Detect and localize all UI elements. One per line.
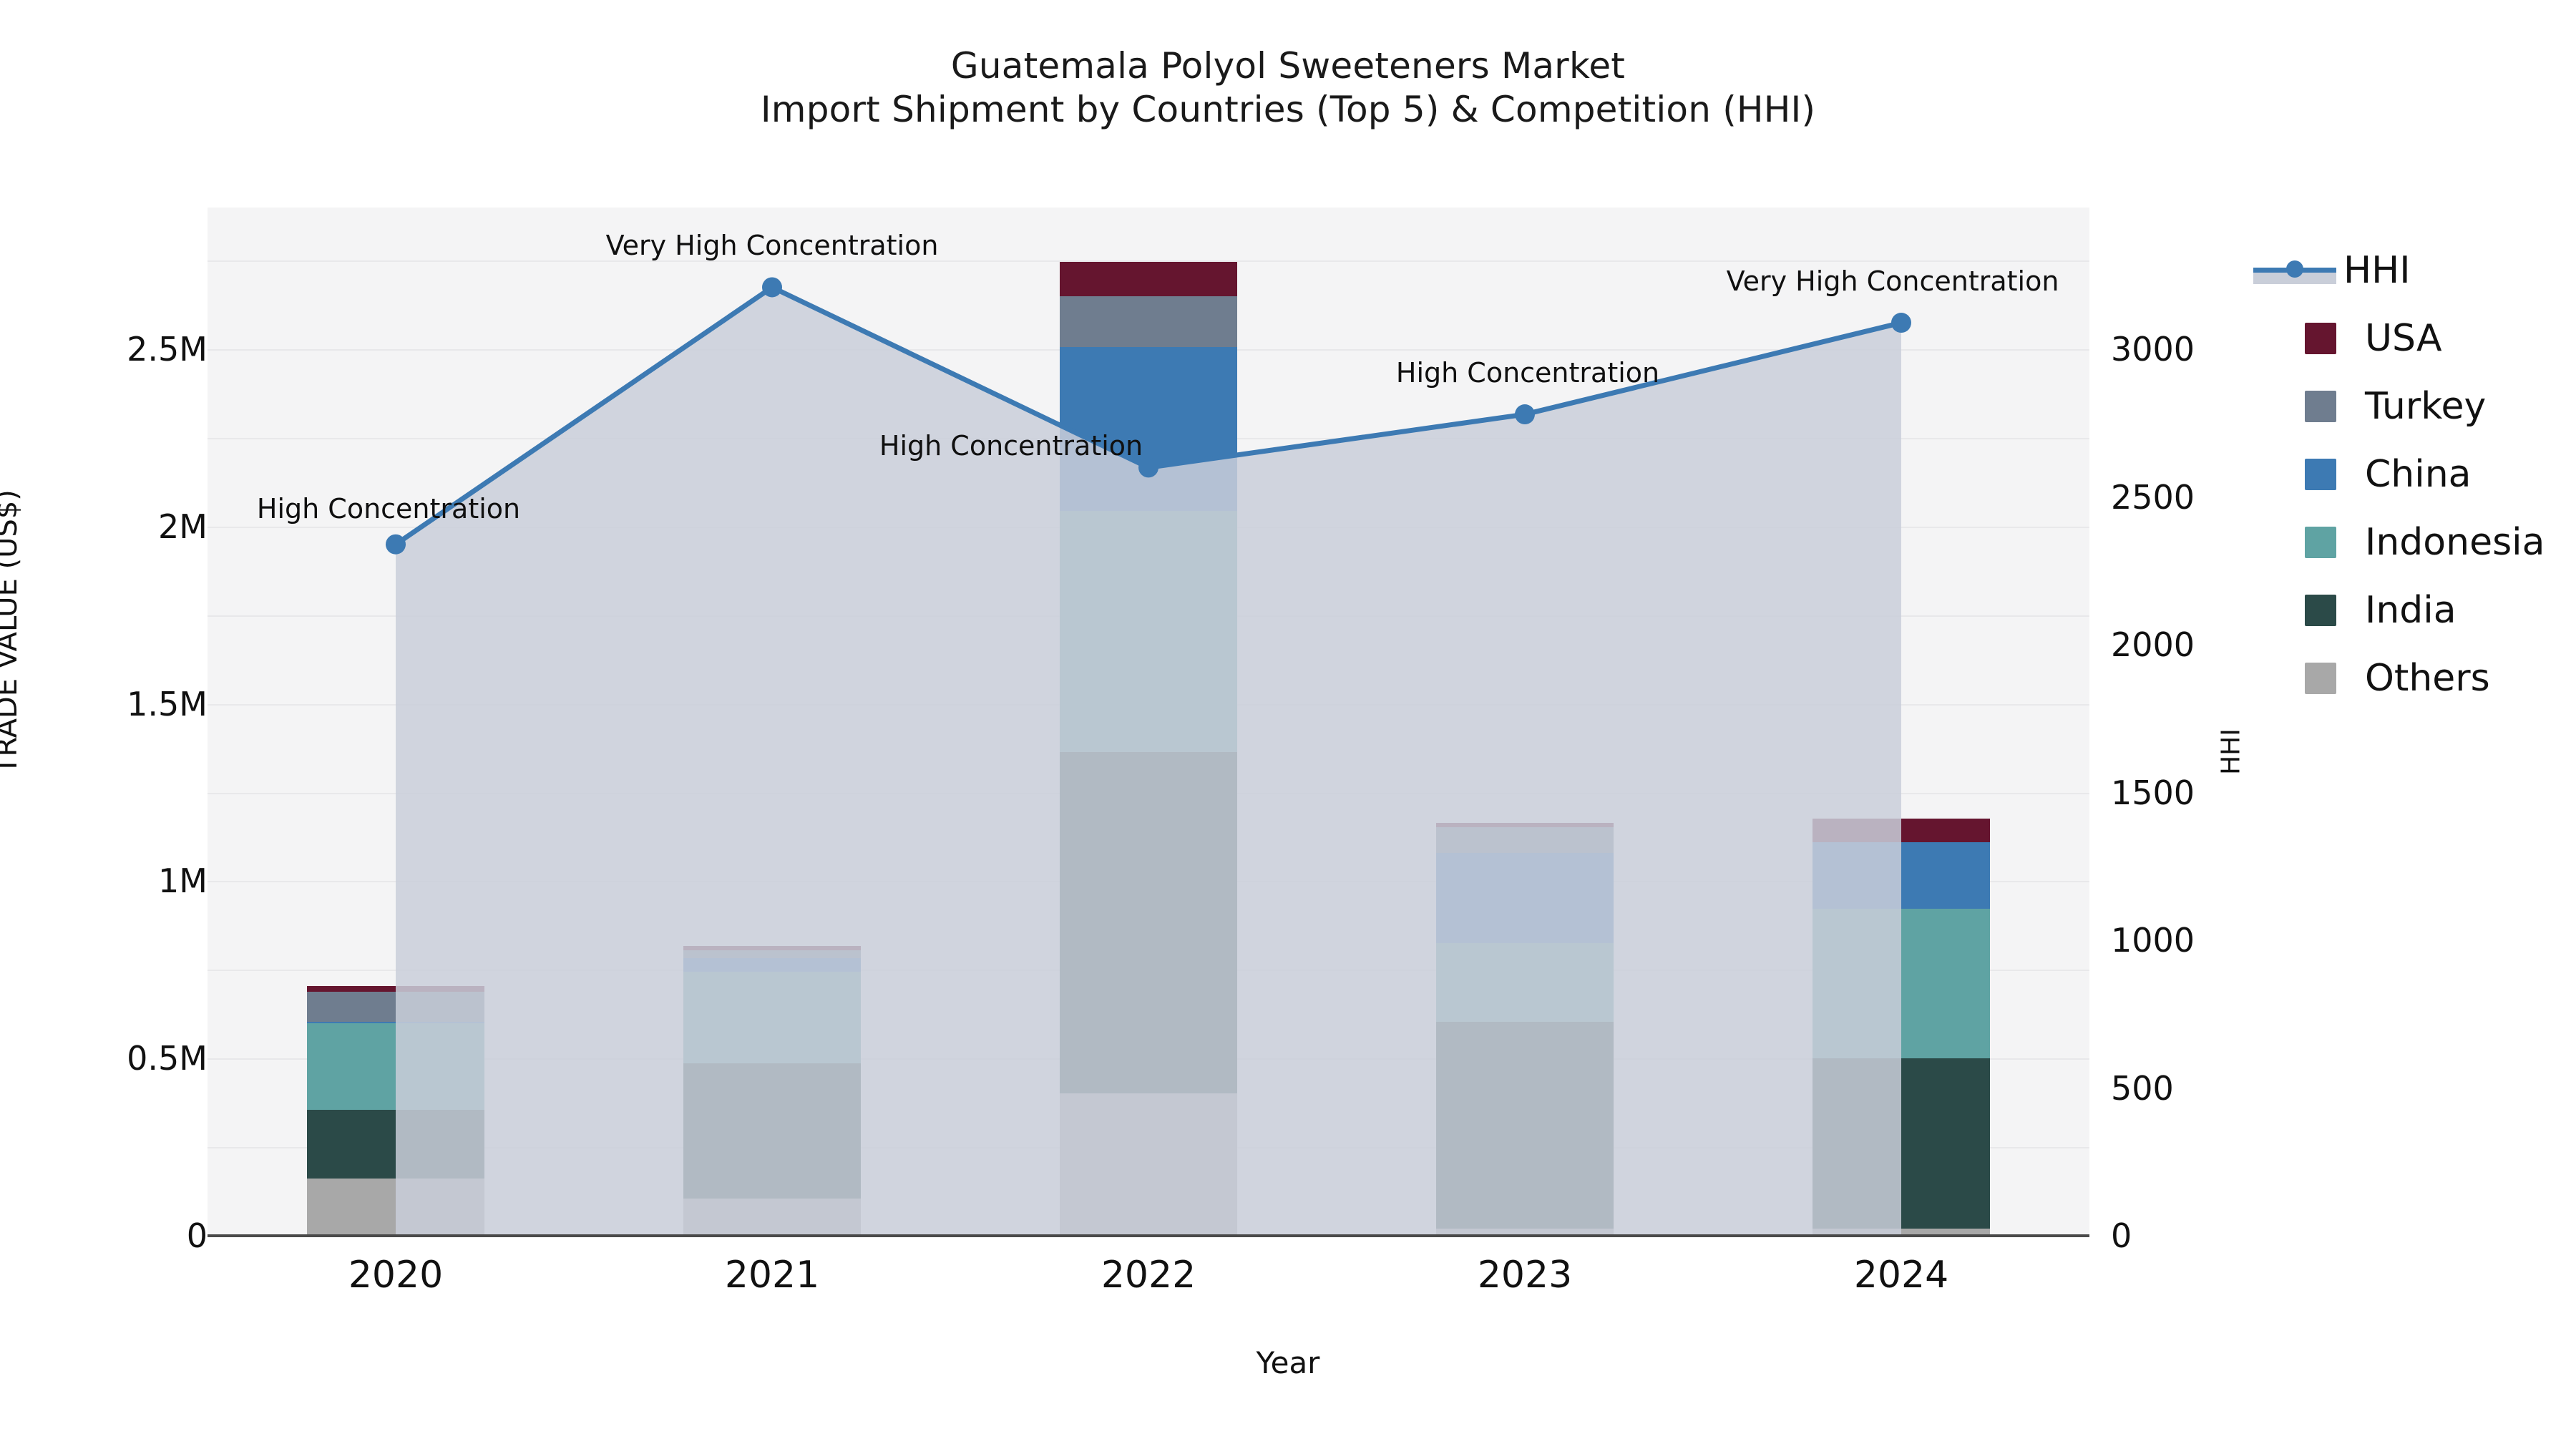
- bar-segment-china[interactable]: [1060, 346, 1237, 512]
- bar-segment-india[interactable]: [683, 1063, 861, 1199]
- bar-group-2020[interactable]: [307, 208, 484, 1236]
- bar-segment-china[interactable]: [1813, 841, 1990, 909]
- bar-segment-turkey[interactable]: [1436, 827, 1614, 854]
- legend-label: USA: [2365, 316, 2442, 360]
- y-tick-right-1000: 1000: [2111, 921, 2195, 960]
- legend-item-hhi[interactable]: HHI: [2253, 236, 2565, 304]
- bar-segment-others[interactable]: [307, 1178, 484, 1236]
- y-tick-left-2M: 2M: [158, 507, 208, 546]
- bar-segment-others[interactable]: [683, 1198, 861, 1236]
- bar-segment-indonesia[interactable]: [683, 972, 861, 1064]
- legend-label: China: [2365, 452, 2472, 496]
- bar-segment-usa[interactable]: [1813, 818, 1990, 842]
- bar-segment-others[interactable]: [1060, 1093, 1237, 1236]
- bar-group-2021[interactable]: [683, 208, 861, 1236]
- bar-segment-others[interactable]: [1813, 1229, 1990, 1236]
- legend-item-china[interactable]: China: [2279, 440, 2565, 508]
- annotation-2020: High Concentration: [256, 492, 521, 525]
- annotation-2022: High Concentration: [879, 430, 1143, 462]
- legend-label: Turkey: [2365, 384, 2487, 428]
- y-tick-left-2.5M: 2.5M: [127, 330, 208, 369]
- legend-line-icon: [2253, 255, 2336, 286]
- x-tick-2020: 2020: [348, 1254, 444, 1297]
- bar-segment-china[interactable]: [683, 957, 861, 972]
- bar-group-2022[interactable]: [1060, 208, 1237, 1236]
- chart-title-line-2: Import Shipment by Countries (Top 5) & C…: [760, 89, 1816, 130]
- legend-swatch-others: [2305, 662, 2336, 694]
- bar-segment-indonesia[interactable]: [1060, 511, 1237, 753]
- legend-label: HHI: [2343, 248, 2411, 292]
- y-axis-left-label: TRADE VALUE (US$): [0, 489, 24, 774]
- bar-segment-india[interactable]: [1436, 1021, 1614, 1229]
- bar-segment-indonesia[interactable]: [307, 1023, 484, 1111]
- legend-swatch-india: [2305, 594, 2336, 626]
- legend-item-indonesia[interactable]: Indonesia: [2279, 508, 2565, 576]
- x-tick-2023: 2023: [1477, 1254, 1573, 1297]
- legend-swatch-usa: [2305, 322, 2336, 354]
- bar-segment-turkey[interactable]: [1060, 296, 1237, 347]
- x-tick-2024: 2024: [1853, 1254, 1949, 1297]
- legend-label: Others: [2365, 656, 2490, 700]
- x-tick-2022: 2022: [1101, 1254, 1196, 1297]
- y-tick-right-2500: 2500: [2111, 477, 2195, 517]
- bar-segment-usa[interactable]: [683, 945, 861, 950]
- legend-swatch-turkey: [2305, 390, 2336, 422]
- bar-segment-china[interactable]: [1436, 853, 1614, 944]
- y-tick-right-0: 0: [2111, 1216, 2132, 1255]
- chart-title-line-1: Guatemala Polyol Sweeteners Market: [950, 45, 1626, 87]
- annotation-2024: Very High Concentration: [1726, 265, 2059, 298]
- y-tick-right-3000: 3000: [2111, 330, 2195, 369]
- bar-group-2024[interactable]: [1813, 208, 1990, 1236]
- legend-item-others[interactable]: Others: [2279, 644, 2565, 712]
- legend-swatch-indonesia: [2305, 526, 2336, 558]
- annotation-2021: Very High Concentration: [605, 230, 939, 262]
- legend-item-turkey[interactable]: Turkey: [2279, 372, 2565, 440]
- y-tick-left-0: 0: [186, 1216, 208, 1255]
- plot-area: [208, 208, 2089, 1236]
- bar-segment-turkey[interactable]: [683, 950, 861, 958]
- annotation-2023: High Concentration: [1395, 357, 1660, 389]
- bar-segment-indonesia[interactable]: [1436, 943, 1614, 1022]
- y-tick-right-2000: 2000: [2111, 625, 2195, 665]
- gridline: [208, 260, 2089, 263]
- legend-item-usa[interactable]: USA: [2279, 304, 2565, 372]
- bar-segment-usa[interactable]: [1436, 823, 1614, 828]
- y-tick-left-1M: 1M: [158, 862, 208, 901]
- x-tick-2021: 2021: [724, 1254, 820, 1297]
- bar-segment-india[interactable]: [1060, 752, 1237, 1093]
- legend-label: India: [2365, 588, 2457, 632]
- bar-segment-indonesia[interactable]: [1813, 908, 1990, 1058]
- bar-segment-usa[interactable]: [1060, 262, 1237, 297]
- y-tick-left-1.5M: 1.5M: [127, 684, 208, 723]
- bar-segment-turkey[interactable]: [307, 991, 484, 1022]
- legend-label: Indonesia: [2365, 520, 2545, 564]
- y-tick-right-500: 500: [2111, 1068, 2174, 1108]
- bar-segment-china[interactable]: [307, 1021, 484, 1024]
- bar-segment-usa[interactable]: [307, 985, 484, 992]
- bar-segment-india[interactable]: [1813, 1058, 1990, 1229]
- bar-segment-india[interactable]: [307, 1110, 484, 1179]
- legend-swatch-china: [2305, 458, 2336, 490]
- x-axis-label: Year: [1256, 1345, 1320, 1380]
- chart-title: Guatemala Polyol Sweeteners Market Impor…: [0, 44, 2576, 132]
- y-tick-right-1500: 1500: [2111, 773, 2195, 812]
- y-axis-right-label: HHI: [2216, 728, 2246, 775]
- legend: HHI USA Turkey China Indonesia India Others: [2253, 236, 2565, 712]
- y-tick-left-0.5M: 0.5M: [127, 1039, 208, 1078]
- x-axis-line: [208, 1234, 2089, 1237]
- legend-item-india[interactable]: India: [2279, 576, 2565, 644]
